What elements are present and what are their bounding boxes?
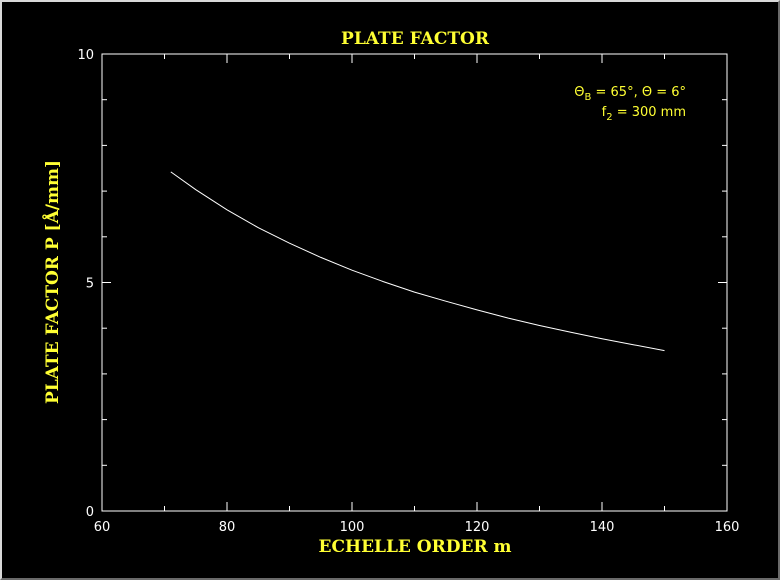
- axis-tick-labels: 60 80 100 120 140 160 0 5 10: [77, 48, 739, 535]
- series-group: [170, 171, 665, 352]
- axis-ticks: [101, 53, 728, 512]
- annotation-theta-sub: B: [585, 92, 592, 103]
- series-line: [170, 171, 665, 352]
- annotation-theta: Θ: [574, 85, 584, 100]
- x-tick-label: 80: [219, 520, 236, 535]
- annotation-angles: ΘB = 65°, Θ = 6°: [574, 85, 686, 103]
- x-tick-label: 60: [94, 520, 111, 535]
- annotation-f: f: [602, 105, 607, 120]
- annotation-f-sub: 2: [606, 112, 612, 123]
- annotation-focal-length: f2 = 300 mm: [602, 105, 686, 123]
- annotation-focal-rest: = 300 mm: [613, 105, 686, 120]
- y-tick-label: 5: [86, 277, 94, 292]
- x-tick-label: 120: [465, 520, 490, 535]
- annotation-angles-rest: = 65°, Θ = 6°: [591, 85, 686, 100]
- x-tick-label: 160: [715, 520, 740, 535]
- x-tick-label: 100: [340, 520, 365, 535]
- x-tick-label: 140: [590, 520, 615, 535]
- y-tick-label: 0: [86, 505, 94, 520]
- y-tick-label: 10: [77, 48, 94, 63]
- plot-frame: [101, 53, 728, 512]
- x-axis-label: ECHELLE ORDER m: [319, 537, 512, 557]
- chart-title: PLATE FACTOR: [341, 29, 490, 49]
- y-axis-label: PLATE FACTOR P [Å/mm]: [41, 160, 63, 404]
